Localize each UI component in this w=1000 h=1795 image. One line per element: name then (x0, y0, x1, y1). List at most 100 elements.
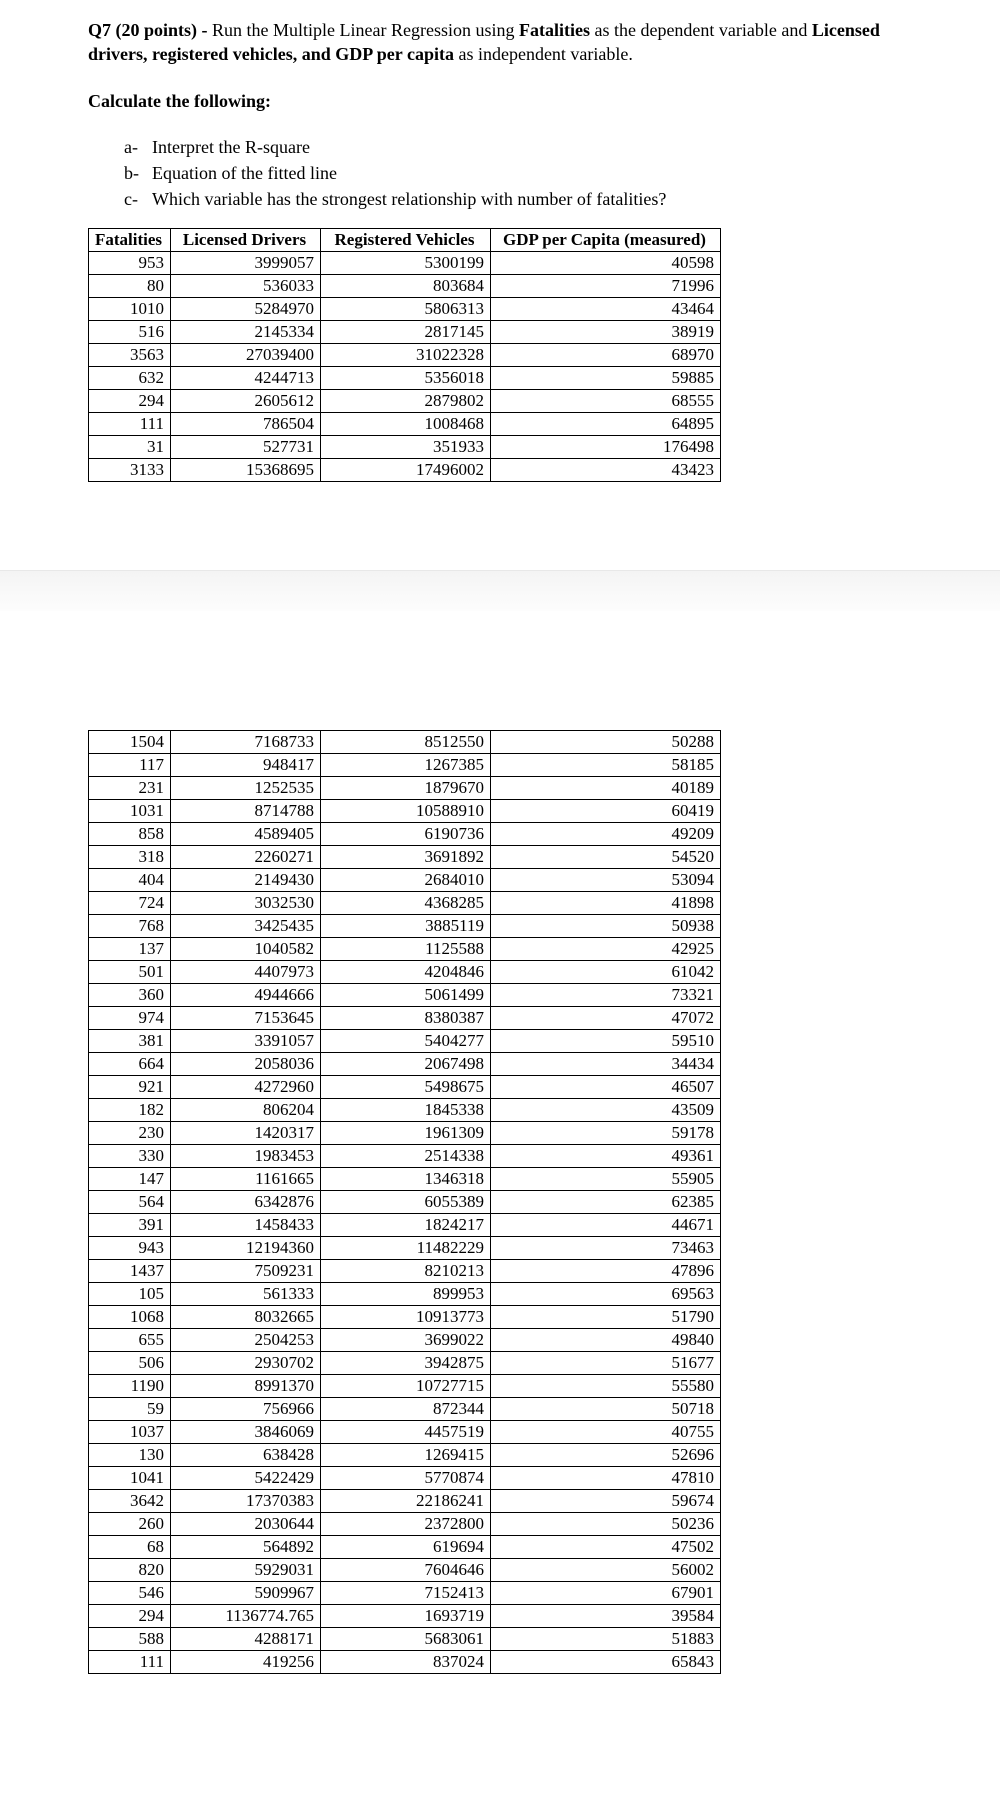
table-cell: 40598 (491, 251, 721, 274)
table-row: 5162145334281714538919 (89, 320, 721, 343)
table-cell: 43509 (491, 1098, 721, 1121)
table-cell: 54520 (491, 845, 721, 868)
table-row: 3133153686951749600243423 (89, 458, 721, 481)
table-row: 10105284970580631343464 (89, 297, 721, 320)
table-cell: 80 (89, 274, 171, 297)
table-cell: 294 (89, 389, 171, 412)
table-row: 3642173703832218624159674 (89, 1489, 721, 1512)
table-cell: 8991370 (171, 1374, 321, 1397)
table-cell: 516 (89, 320, 171, 343)
table-cell: 351933 (321, 435, 491, 458)
table-row: 1471161665134631855905 (89, 1167, 721, 1190)
subpart-letter: c- (124, 187, 152, 211)
table-cell: 59510 (491, 1029, 721, 1052)
table-cell: 501 (89, 960, 171, 983)
table-cell: 1031 (89, 799, 171, 822)
table-row: 6552504253369902249840 (89, 1328, 721, 1351)
table-row: 6324244713535601859885 (89, 366, 721, 389)
table-cell: 47896 (491, 1259, 721, 1282)
table-cell: 2149430 (171, 868, 321, 891)
table-cell: 17496002 (321, 458, 491, 481)
table-cell: 52696 (491, 1443, 721, 1466)
table-cell: 6190736 (321, 822, 491, 845)
table-cell: 638428 (171, 1443, 321, 1466)
table-row: 130638428126941552696 (89, 1443, 721, 1466)
table-cell: 4589405 (171, 822, 321, 845)
table-cell: 49209 (491, 822, 721, 845)
table-cell: 2817145 (321, 320, 491, 343)
table-cell: 47502 (491, 1535, 721, 1558)
subpart-row: c-Which variable has the strongest relat… (124, 187, 920, 211)
table-cell: 50288 (491, 730, 721, 753)
table-row: 10415422429577087447810 (89, 1466, 721, 1489)
question-heading: Q7 (20 points) - Run the Multiple Linear… (88, 18, 920, 67)
table-cell: 564 (89, 1190, 171, 1213)
table-row: 8205929031760464656002 (89, 1558, 721, 1581)
table-cell: 943 (89, 1236, 171, 1259)
table-cell: 1845338 (321, 1098, 491, 1121)
table-cell: 1961309 (321, 1121, 491, 1144)
subpart-text: Which variable has the strongest relatio… (152, 187, 666, 211)
table-header-cell: GDP per Capita (measured) (491, 228, 721, 251)
table-row: 5465909967715241367901 (89, 1581, 721, 1604)
table-cell: 59178 (491, 1121, 721, 1144)
table-cell: 837024 (321, 1650, 491, 1673)
table-cell: 5061499 (321, 983, 491, 1006)
table-row: 9214272960549867546507 (89, 1075, 721, 1098)
table-cell: 948417 (171, 753, 321, 776)
table-cell: 56002 (491, 1558, 721, 1581)
table-row: 2941136774.765169371939584 (89, 1604, 721, 1627)
table-row: 2942605612287980268555 (89, 389, 721, 412)
table-cell: 4204846 (321, 960, 491, 983)
table-cell: 5929031 (171, 1558, 321, 1581)
table-cell: 15368695 (171, 458, 321, 481)
table-cell: 1879670 (321, 776, 491, 799)
table-row: 8584589405619073649209 (89, 822, 721, 845)
table-cell: 3425435 (171, 914, 321, 937)
table-cell: 5498675 (321, 1075, 491, 1098)
table-cell: 564892 (171, 1535, 321, 1558)
table-cell: 59 (89, 1397, 171, 1420)
table-cell: 130 (89, 1443, 171, 1466)
table-cell: 1037 (89, 1420, 171, 1443)
table-row: 9533999057530019940598 (89, 251, 721, 274)
table-cell: 1458433 (171, 1213, 321, 1236)
table-cell: 588 (89, 1627, 171, 1650)
table-row: 3182260271369189254520 (89, 845, 721, 868)
table-cell: 360 (89, 983, 171, 1006)
table-cell: 803684 (321, 274, 491, 297)
table-row: 10556133389995369563 (89, 1282, 721, 1305)
table-header-cell: Registered Vehicles (321, 228, 491, 251)
table-cell: 105 (89, 1282, 171, 1305)
table-cell: 65843 (491, 1650, 721, 1673)
table-cell: 43464 (491, 297, 721, 320)
table-cell: 4288171 (171, 1627, 321, 1650)
table-cell: 4244713 (171, 366, 321, 389)
table-row: 10373846069445751940755 (89, 1420, 721, 1443)
table-cell: 51677 (491, 1351, 721, 1374)
table-cell: 5683061 (321, 1627, 491, 1650)
table-cell: 2879802 (321, 389, 491, 412)
table-cell: 1420317 (171, 1121, 321, 1144)
table-row: 3604944666506149973321 (89, 983, 721, 1006)
table-cell: 40755 (491, 1420, 721, 1443)
table-row: 5062930702394287551677 (89, 1351, 721, 1374)
table-cell: 1068 (89, 1305, 171, 1328)
table-cell: 3942875 (321, 1351, 491, 1374)
table-cell: 1010 (89, 297, 171, 320)
table-cell: 506 (89, 1351, 171, 1374)
table-cell: 8210213 (321, 1259, 491, 1282)
table-cell: 806204 (171, 1098, 321, 1121)
table-cell: 111 (89, 412, 171, 435)
table-cell: 42925 (491, 937, 721, 960)
table-cell: 2030644 (171, 1512, 321, 1535)
table-row: 2311252535187967040189 (89, 776, 721, 799)
table-row: 5975696687234450718 (89, 1397, 721, 1420)
subpart-letter: b- (124, 161, 152, 185)
table-cell: 50236 (491, 1512, 721, 1535)
table-cell: 58185 (491, 753, 721, 776)
data-table-part2: 1504716873385125505028811794841712673855… (88, 730, 721, 1674)
table-cell: 404 (89, 868, 171, 891)
question-text-3: as independent variable. (454, 44, 633, 64)
table-cell: 176498 (491, 435, 721, 458)
